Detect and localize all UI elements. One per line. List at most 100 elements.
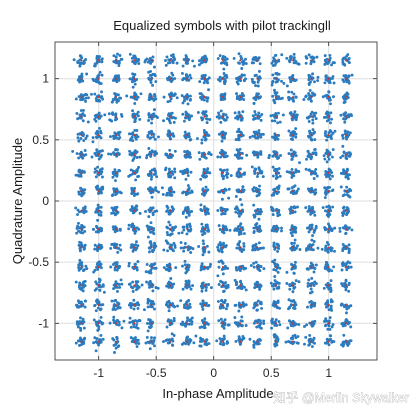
data-point xyxy=(150,187,154,191)
data-point xyxy=(258,168,261,171)
data-point xyxy=(133,120,137,124)
data-point xyxy=(315,174,319,178)
data-point xyxy=(179,246,183,250)
data-point xyxy=(205,174,208,178)
data-point xyxy=(259,229,263,233)
reference-point xyxy=(327,190,330,193)
reference-point xyxy=(203,77,206,80)
data-point xyxy=(303,325,306,328)
data-point xyxy=(74,206,78,210)
data-point xyxy=(83,229,87,233)
reference-point xyxy=(310,115,313,118)
data-point xyxy=(185,226,189,229)
data-point xyxy=(349,325,353,329)
data-point xyxy=(225,63,229,67)
data-point xyxy=(293,307,297,310)
data-point xyxy=(349,304,353,308)
data-point xyxy=(235,92,238,96)
data-point xyxy=(151,289,155,293)
data-point xyxy=(93,167,97,171)
data-point xyxy=(183,245,187,249)
data-point xyxy=(206,210,210,214)
data-point xyxy=(222,326,226,330)
data-point xyxy=(174,266,178,270)
data-point xyxy=(113,268,117,272)
data-point xyxy=(277,133,281,137)
reference-point xyxy=(169,209,171,212)
data-point xyxy=(291,281,294,285)
data-point xyxy=(250,61,254,65)
data-point xyxy=(289,77,293,81)
data-point xyxy=(290,90,294,94)
data-point xyxy=(128,282,132,286)
data-point xyxy=(91,140,95,144)
reference-point xyxy=(327,228,330,231)
data-point xyxy=(82,211,86,215)
data-point xyxy=(120,326,124,330)
reference-point xyxy=(221,153,224,156)
data-point xyxy=(127,174,131,178)
data-point xyxy=(289,246,293,250)
data-point xyxy=(270,83,274,87)
data-point xyxy=(221,243,225,246)
data-point xyxy=(165,300,169,304)
data-point xyxy=(187,280,191,284)
data-point xyxy=(85,134,89,138)
data-point xyxy=(78,281,82,285)
reference-point xyxy=(239,284,242,287)
data-point xyxy=(170,111,174,115)
data-point xyxy=(274,150,278,154)
data-point xyxy=(206,229,210,233)
reference-point xyxy=(150,115,153,118)
data-point xyxy=(135,156,139,159)
data-point xyxy=(137,342,141,345)
data-point xyxy=(97,187,101,191)
reference-point xyxy=(150,190,153,193)
data-point xyxy=(179,170,183,173)
data-point xyxy=(220,250,224,254)
data-point xyxy=(327,215,330,218)
data-point xyxy=(87,96,90,100)
data-point xyxy=(161,192,165,196)
data-point xyxy=(273,169,276,172)
data-point xyxy=(323,54,327,58)
data-point xyxy=(273,53,277,57)
data-point xyxy=(238,61,241,65)
data-point xyxy=(240,319,244,323)
data-point xyxy=(237,127,241,131)
data-point xyxy=(111,308,115,311)
data-point xyxy=(310,186,314,190)
data-point xyxy=(241,334,245,338)
data-point xyxy=(74,173,78,177)
data-point xyxy=(129,325,133,329)
data-point xyxy=(205,114,209,118)
data-point xyxy=(187,342,191,346)
data-point xyxy=(312,270,316,274)
data-point xyxy=(316,246,320,250)
data-point xyxy=(237,151,241,155)
data-point xyxy=(216,274,220,278)
data-point xyxy=(239,174,243,178)
data-point xyxy=(95,209,98,213)
data-point xyxy=(313,147,317,151)
data-point xyxy=(321,95,325,99)
data-point xyxy=(272,136,276,140)
data-point xyxy=(204,321,208,325)
data-point xyxy=(237,267,241,271)
data-point xyxy=(116,99,120,103)
data-point xyxy=(185,286,189,290)
data-point xyxy=(277,59,281,63)
data-point xyxy=(108,321,112,325)
data-point xyxy=(199,203,203,207)
data-point xyxy=(199,177,203,181)
reference-point xyxy=(114,96,117,99)
data-point xyxy=(174,225,178,229)
data-point xyxy=(329,249,333,253)
data-point xyxy=(292,92,296,96)
data-point xyxy=(291,98,295,102)
data-point xyxy=(235,280,239,284)
data-point xyxy=(220,206,224,210)
data-point xyxy=(312,304,316,308)
data-point xyxy=(222,334,226,338)
reference-point xyxy=(169,190,171,193)
